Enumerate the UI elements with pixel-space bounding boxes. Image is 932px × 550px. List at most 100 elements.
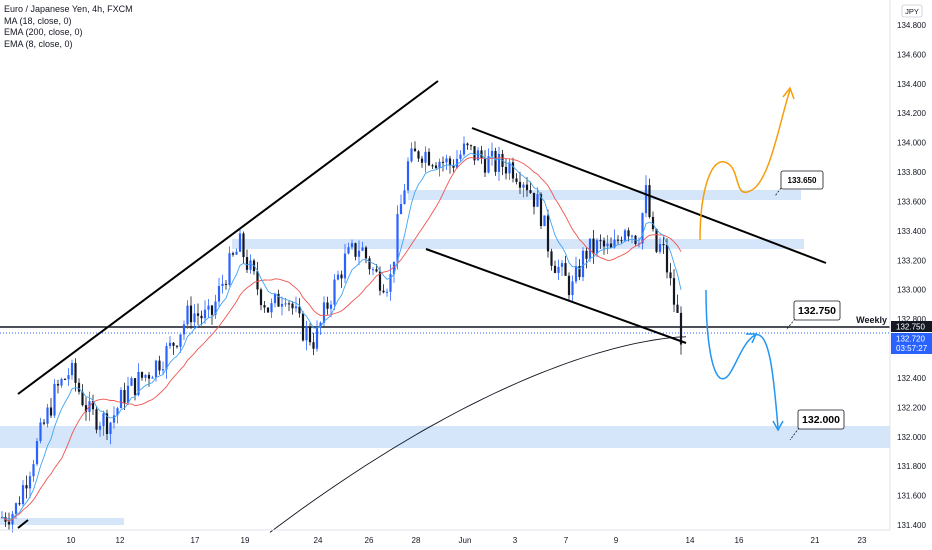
candle-down <box>434 165 438 169</box>
y-tick-label: 131.600 <box>897 492 926 501</box>
candle-up <box>571 281 574 296</box>
candle-up <box>399 204 403 215</box>
candle-up <box>343 253 347 279</box>
candle-up <box>161 369 165 371</box>
candle-down <box>172 342 175 346</box>
candle-up <box>637 243 641 245</box>
candle-up <box>641 213 644 244</box>
candle-up <box>284 303 287 305</box>
candle-down <box>525 184 529 191</box>
candle-up <box>207 305 210 310</box>
candle-down <box>123 390 126 403</box>
candle-down <box>431 165 434 167</box>
x-tick-label: 26 <box>365 536 374 545</box>
candle-up <box>543 215 546 226</box>
candle-down <box>469 145 473 147</box>
candle-down <box>494 150 497 172</box>
candle-down <box>287 303 291 305</box>
candle-down <box>539 194 543 226</box>
candle-up <box>630 235 634 237</box>
candle-down <box>669 272 672 279</box>
candle-up <box>46 407 49 424</box>
price-axis[interactable]: 131.400 131.600 131.800 132.000 132.200 132.4… <box>889 0 932 530</box>
candle-down <box>308 326 312 343</box>
y-tick-label: 134.200 <box>897 109 926 118</box>
candle-down <box>427 151 431 166</box>
candle-up <box>217 286 221 302</box>
candle-up <box>490 150 494 157</box>
candle-up <box>203 309 207 319</box>
candle-up <box>371 269 375 271</box>
candle-down <box>665 244 669 273</box>
candle-down <box>655 229 658 252</box>
ema-200-line <box>269 336 687 533</box>
candle-down <box>382 290 385 293</box>
candle-up <box>144 374 147 378</box>
candle-up <box>606 243 609 247</box>
candle-down <box>140 371 144 378</box>
legend-ma18: MA (18, close, 0) <box>4 15 72 26</box>
candle-down <box>564 263 567 276</box>
candle-up <box>462 143 466 155</box>
candle-down <box>74 362 77 383</box>
candle-up <box>294 306 298 309</box>
candle-down <box>84 405 88 412</box>
candle-down <box>532 192 536 207</box>
legend-ema8: EMA (8, close, 0) <box>4 38 73 49</box>
candle-up <box>336 274 340 280</box>
candle-down <box>298 306 301 314</box>
x-tick-label: 9 <box>614 536 619 545</box>
candle-down <box>91 401 95 410</box>
candle-down <box>483 158 487 173</box>
y-tick-label: 133.200 <box>897 256 926 265</box>
candle-up <box>319 322 322 328</box>
candle-up <box>221 283 224 287</box>
candle-up <box>476 150 480 161</box>
currency-badge-box[interactable] <box>901 4 923 18</box>
x-tick-label: 10 <box>67 536 76 545</box>
candle-up <box>28 476 32 489</box>
callout-133-650[interactable]: 133.650 <box>780 170 824 190</box>
trend-lines <box>17 80 827 529</box>
candle-down <box>452 165 455 168</box>
candle-down <box>648 185 651 217</box>
y-tick-label: 133.800 <box>897 168 926 177</box>
candle-up <box>235 251 238 255</box>
candle-up <box>130 378 133 386</box>
zone-133-300 <box>232 239 804 249</box>
candle-down <box>105 413 109 435</box>
candle-down <box>175 345 179 347</box>
time-axis[interactable]: 10 12 17 19 24 26 28 Jun 3 7 9 14 16 21 23 <box>0 529 890 545</box>
zone-132-000 <box>0 426 890 448</box>
callout-132-750[interactable]: 132.750 <box>793 300 841 321</box>
candle-up <box>560 263 564 267</box>
candle-up <box>60 379 63 386</box>
price-tag-level-box <box>891 321 932 332</box>
candle-up <box>182 324 186 335</box>
candle-up <box>455 158 459 168</box>
candle-down <box>42 422 46 424</box>
candle-up <box>116 408 119 416</box>
callout-leaders <box>774 187 800 441</box>
callout-132-000[interactable]: 132.000 <box>797 409 845 430</box>
candle-up <box>385 291 389 293</box>
candle-down <box>133 378 137 395</box>
candle-down <box>553 265 557 273</box>
callout-132-000-text: 132.000 <box>802 414 840 426</box>
candle-down <box>679 312 683 345</box>
candle-down <box>518 181 522 188</box>
candle-down <box>466 143 469 146</box>
candle-up <box>67 375 70 380</box>
candle-down <box>266 307 270 313</box>
candle-up <box>214 301 217 315</box>
candle-up <box>14 503 18 514</box>
candle-down <box>210 305 214 315</box>
candle-down <box>592 238 595 254</box>
candle-down <box>7 521 11 525</box>
candle-up <box>102 413 105 426</box>
candle-up <box>249 260 252 270</box>
candle-down <box>200 315 203 319</box>
candle-up <box>508 162 511 174</box>
candle-down <box>158 360 161 371</box>
